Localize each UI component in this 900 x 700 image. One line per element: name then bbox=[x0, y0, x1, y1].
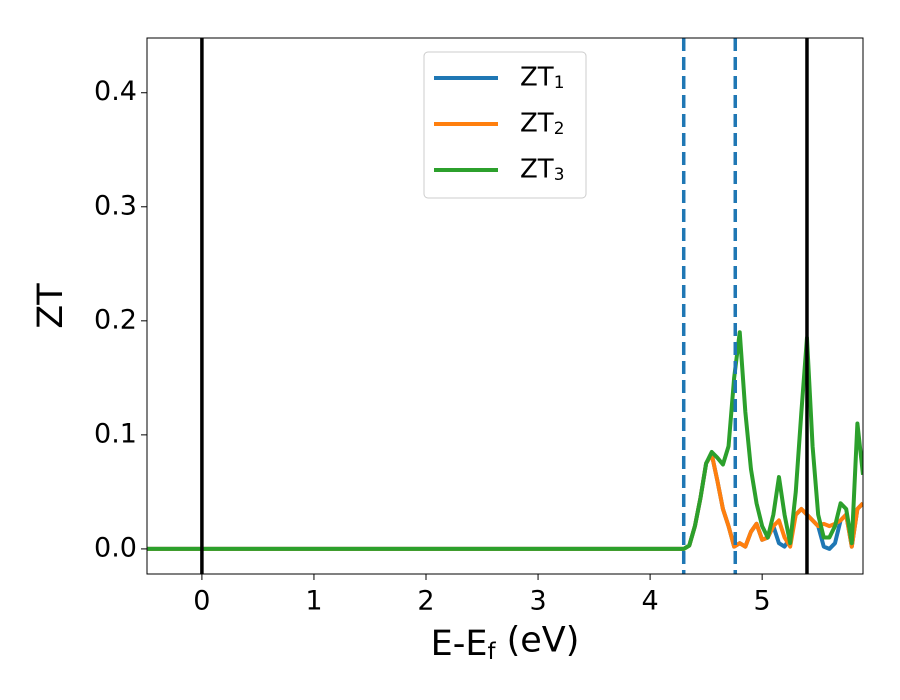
y-tick-label: 0.2 bbox=[94, 304, 137, 335]
x-tick-label: 1 bbox=[305, 586, 322, 617]
y-axis-label: ZT bbox=[31, 283, 71, 329]
x-axis-label: E-Ef (eV) bbox=[431, 620, 580, 664]
plot-area bbox=[147, 38, 863, 574]
legend-box bbox=[423, 51, 587, 199]
x-tick-label: 5 bbox=[754, 586, 771, 617]
x-tick-label: 0 bbox=[193, 586, 210, 617]
series-line bbox=[147, 330, 863, 551]
y-tick-label: 0.4 bbox=[94, 76, 137, 107]
x-tick-label: 2 bbox=[417, 586, 434, 617]
y-tick-label: 0.1 bbox=[94, 418, 137, 449]
x-tick-label: 3 bbox=[529, 586, 546, 617]
y-tick-label: 0.0 bbox=[94, 532, 137, 563]
plot-frame bbox=[146, 37, 864, 575]
y-tick-label: 0.3 bbox=[94, 190, 137, 221]
x-tick-label: 4 bbox=[642, 586, 659, 617]
